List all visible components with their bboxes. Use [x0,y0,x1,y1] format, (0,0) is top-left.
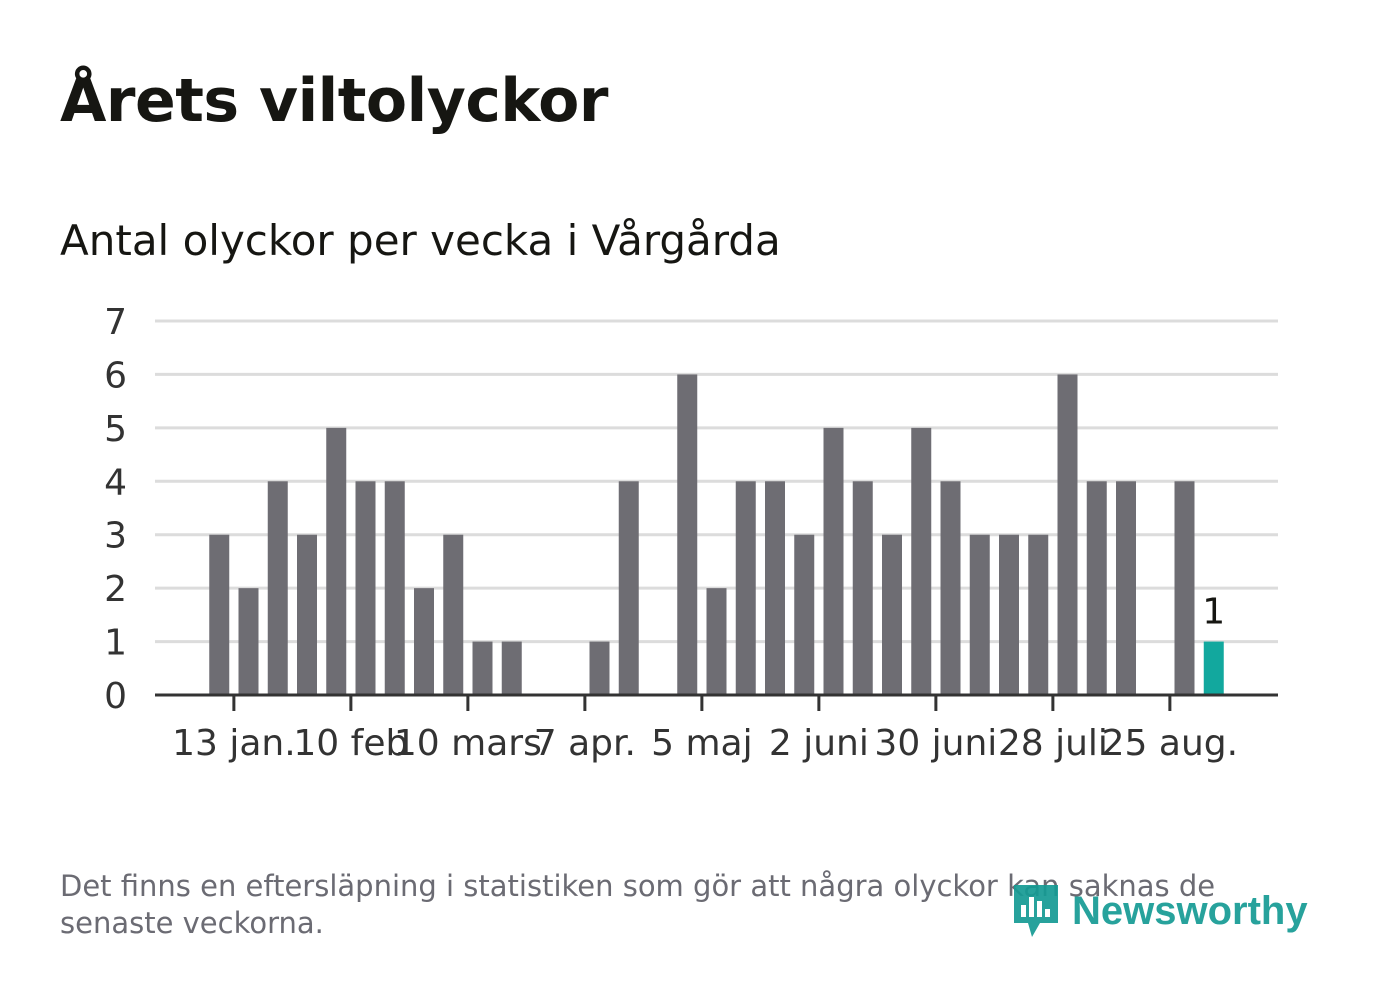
y-tick-label: 7 [104,302,127,343]
bar [501,641,522,695]
bar [267,481,288,695]
bar [1116,481,1136,695]
bar [414,588,434,695]
bar [384,481,405,695]
bar [355,481,376,695]
x-tick-label: 10 feb [293,723,408,764]
y-tick-label: 0 [104,676,127,717]
bar [882,534,902,695]
bar [852,481,873,695]
bar [443,534,464,695]
x-tick-label: 28 juli [998,723,1108,764]
x-tick-label: 30 juni [874,723,997,764]
bar [940,481,961,695]
bar-chart-bubble-icon [1014,885,1058,937]
bar [472,641,493,695]
y-tick-label: 6 [104,355,127,396]
bar [677,374,698,695]
newsworthy-logo[interactable]: Newsworthy [1010,880,1320,942]
x-tick-label: 7 apr. [534,723,636,764]
bar [209,534,230,695]
bar [999,534,1019,695]
bar [823,427,844,695]
bar [1086,481,1107,695]
bar [589,641,610,695]
highlight-bar [1203,641,1224,695]
bar [618,481,639,695]
bar [1057,374,1078,695]
bar [794,534,815,695]
y-tick-label: 1 [104,623,127,664]
x-tick-label: 2 juni [769,723,869,764]
y-tick-label: 2 [104,569,127,610]
bar [969,534,990,695]
x-tick-label: 10 mars [394,723,542,764]
x-tick-label: 25 aug. [1102,723,1238,764]
chart-title: Årets viltolyckor [60,66,609,136]
data-label: 1 [1202,592,1225,633]
bar [765,481,785,695]
bar [735,481,756,695]
bar [1028,534,1049,695]
bar [297,534,317,695]
bar [911,427,932,695]
logo-text: Newsworthy [1072,888,1308,933]
bar [238,588,259,695]
chart-subtitle: Antal olyckor per vecka i Vårgårda [60,216,781,265]
y-tick-label: 3 [104,516,127,557]
y-tick-label: 5 [104,409,127,450]
bar [706,588,727,695]
x-tick-label: 5 maj [651,723,752,764]
x-tick-label: 13 jan. [172,723,296,764]
bar [1174,481,1195,695]
bar [326,427,347,695]
y-tick-label: 4 [104,462,127,503]
